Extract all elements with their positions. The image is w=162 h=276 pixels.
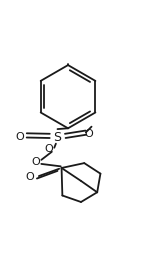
Text: O: O — [16, 132, 25, 142]
Text: S: S — [53, 131, 62, 144]
Text: O: O — [85, 129, 93, 139]
Text: O: O — [44, 144, 53, 154]
Text: O: O — [26, 172, 34, 182]
Text: O: O — [31, 157, 40, 167]
